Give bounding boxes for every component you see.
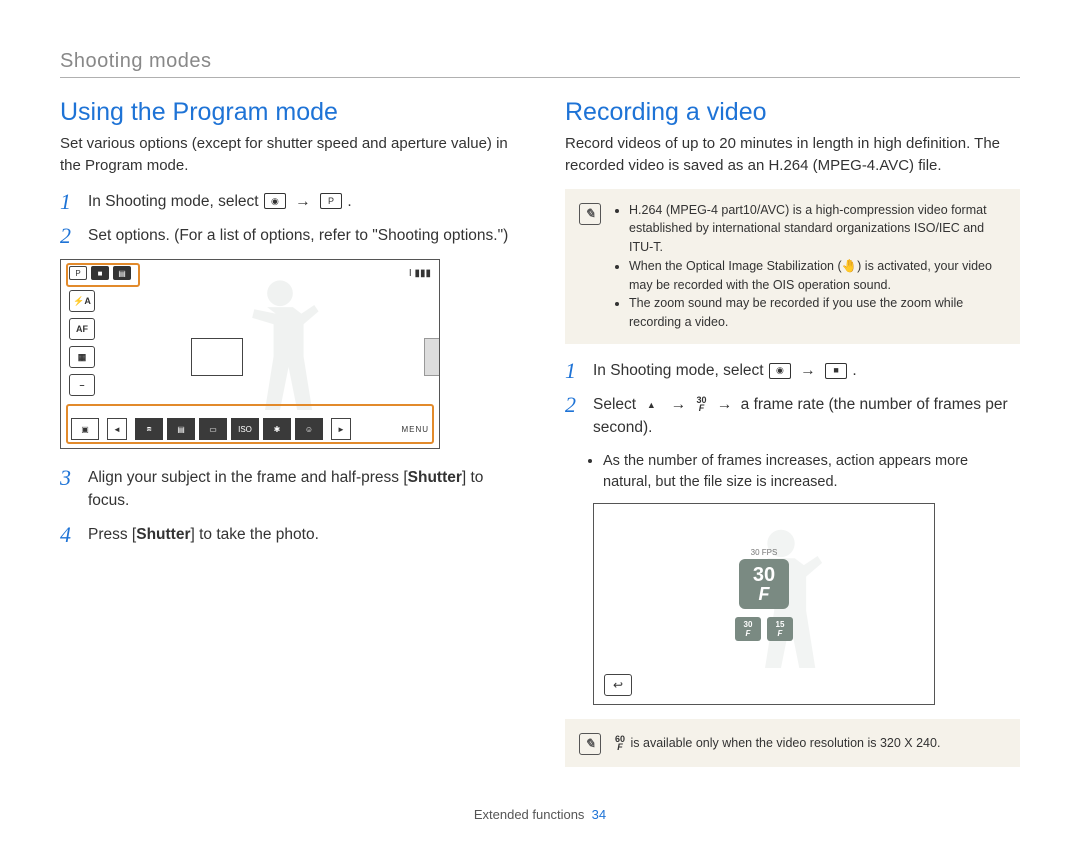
step-1: 1 In Shooting mode, select ◉ → ■ . bbox=[565, 360, 1020, 382]
note-item: H.264 (MPEG-4 part10/AVC) is a high-comp… bbox=[629, 201, 1006, 257]
left-steps: 1 In Shooting mode, select ◉ → P . 2 Set… bbox=[60, 191, 515, 248]
step-3: 3 Align your subject in the frame and ha… bbox=[60, 467, 515, 512]
focus-rectangle bbox=[191, 338, 243, 376]
note-box: ✎ H.264 (MPEG-4 part10/AVC) is a high-co… bbox=[565, 189, 1020, 344]
bottom-icon: ▣ bbox=[71, 418, 99, 440]
bottom-icon: ✱ bbox=[263, 418, 291, 440]
fps-selected: 30 F bbox=[739, 559, 789, 609]
arrow-icon: → bbox=[295, 193, 311, 210]
lcd-bottom-strip: ▣ ◄ ⧈ ▤ ▭ ISO ✱ ☺ ► MENU bbox=[71, 418, 429, 440]
left-intro: Set various options (except for shutter … bbox=[60, 133, 515, 177]
step-text: Press [Shutter] to take the photo. bbox=[88, 524, 319, 546]
left-heading: Using the Program mode bbox=[60, 98, 515, 127]
step-text: Select ▲ → 30F → a frame rate (the numbe… bbox=[593, 394, 1020, 439]
top-left-icons: P ■ ▤ bbox=[69, 266, 131, 280]
video-icon: ■ bbox=[825, 363, 847, 379]
arrow-icon: → bbox=[800, 362, 816, 379]
lcd-left-strip: ⚡A AF ▦ – bbox=[69, 290, 95, 396]
camera-lcd-program: P ■ ▤ I ▮▮▮ ⚡A AF ▦ – ▣ ◄ bbox=[60, 259, 440, 449]
right-intro: Record videos of up to 20 minutes in len… bbox=[565, 133, 1020, 177]
fps-options: 30F 15F bbox=[735, 617, 793, 641]
right-sub-bullets: As the number of frames increases, actio… bbox=[565, 451, 1020, 493]
fps30-icon: 30F bbox=[697, 397, 707, 412]
step-2: 2 Select ▲ → 30F → a frame rate (the num… bbox=[565, 394, 1020, 439]
fps60-icon: 60F bbox=[615, 736, 625, 751]
step-number: 2 bbox=[60, 225, 78, 247]
note-icon: ✎ bbox=[579, 203, 601, 225]
step-text: In Shooting mode, select ◉ → ■ . bbox=[593, 360, 857, 382]
step-2: 2 Set options. (For a list of options, r… bbox=[60, 225, 515, 247]
fps-selector: 30 FPS 30 F 30F 15F bbox=[735, 548, 793, 641]
step-number: 4 bbox=[60, 524, 78, 546]
camera-lcd-fps: 30 FPS 30 F 30F 15F ↩ bbox=[593, 503, 935, 705]
flash-icon: ⚡A bbox=[69, 290, 95, 312]
footnote-text: 60F is available only when the video res… bbox=[613, 734, 940, 753]
ev-icon: – bbox=[69, 374, 95, 396]
bottom-icon: ▤ bbox=[167, 418, 195, 440]
right-heading: Recording a video bbox=[565, 98, 1020, 127]
step-number: 3 bbox=[60, 467, 78, 489]
left-steps-cont: 3 Align your subject in the frame and ha… bbox=[60, 467, 515, 546]
step-text: In Shooting mode, select ◉ → P . bbox=[88, 191, 352, 213]
page: Shooting modes Using the Program mode Se… bbox=[0, 0, 1080, 852]
iso-icon: ISO bbox=[231, 418, 259, 440]
fps-label: 30 FPS bbox=[735, 548, 793, 557]
camera-p-icon: P bbox=[320, 193, 342, 209]
right-steps: 1 In Shooting mode, select ◉ → ■ . 2 Sel… bbox=[565, 360, 1020, 439]
bullet-item: As the number of frames increases, actio… bbox=[603, 451, 1020, 493]
note-icon: ✎ bbox=[579, 733, 601, 755]
two-column-layout: Using the Program mode Set various optio… bbox=[60, 98, 1020, 783]
arrow-icon: → bbox=[717, 396, 733, 413]
bottom-icon: ▭ bbox=[199, 418, 227, 440]
step-number: 1 bbox=[60, 191, 78, 213]
next-icon: ► bbox=[331, 418, 351, 440]
battery-status: I ▮▮▮ bbox=[409, 268, 431, 279]
right-column: Recording a video Record videos of up to… bbox=[565, 98, 1020, 783]
arrow-icon: → bbox=[671, 396, 687, 413]
camera-icon: ◉ bbox=[264, 193, 286, 209]
fps-option-15: 15F bbox=[767, 617, 793, 641]
camera-icon: ◉ bbox=[769, 363, 791, 379]
left-column: Using the Program mode Set various optio… bbox=[60, 98, 515, 783]
note-box-footnote: ✎ 60F is available only when the video r… bbox=[565, 719, 1020, 767]
top-icon: ▤ bbox=[113, 266, 131, 280]
note-item: The zoom sound may be recorded if you us… bbox=[629, 294, 1006, 332]
step-number: 2 bbox=[565, 394, 583, 416]
prev-icon: ◄ bbox=[107, 418, 127, 440]
note-item: When the Optical Image Stabilization (🤚)… bbox=[629, 257, 1006, 295]
top-icon: ■ bbox=[91, 266, 109, 280]
step-1: 1 In Shooting mode, select ◉ → P . bbox=[60, 191, 515, 213]
back-icon: ↩ bbox=[604, 674, 632, 696]
fps-option-30: 30F bbox=[735, 617, 761, 641]
note-list: H.264 (MPEG-4 part10/AVC) is a high-comp… bbox=[613, 201, 1006, 332]
section-header: Shooting modes bbox=[60, 50, 1020, 78]
face-icon: ☺ bbox=[295, 418, 323, 440]
grid-icon: ▦ bbox=[69, 346, 95, 368]
lcd-topbar: P ■ ▤ I ▮▮▮ bbox=[69, 266, 431, 280]
step-4: 4 Press [Shutter] to take the photo. bbox=[60, 524, 515, 546]
af-icon: AF bbox=[69, 318, 95, 340]
step-number: 1 bbox=[565, 360, 583, 382]
mode-p-icon: P bbox=[69, 266, 87, 280]
step-text: Set options. (For a list of options, ref… bbox=[88, 225, 508, 247]
menu-label: MENU bbox=[401, 425, 429, 434]
right-tab bbox=[424, 338, 439, 376]
triangle-up-icon: ▲ bbox=[641, 398, 661, 412]
bottom-icon: ⧈ bbox=[135, 418, 163, 440]
step-text: Align your subject in the frame and half… bbox=[88, 467, 515, 512]
